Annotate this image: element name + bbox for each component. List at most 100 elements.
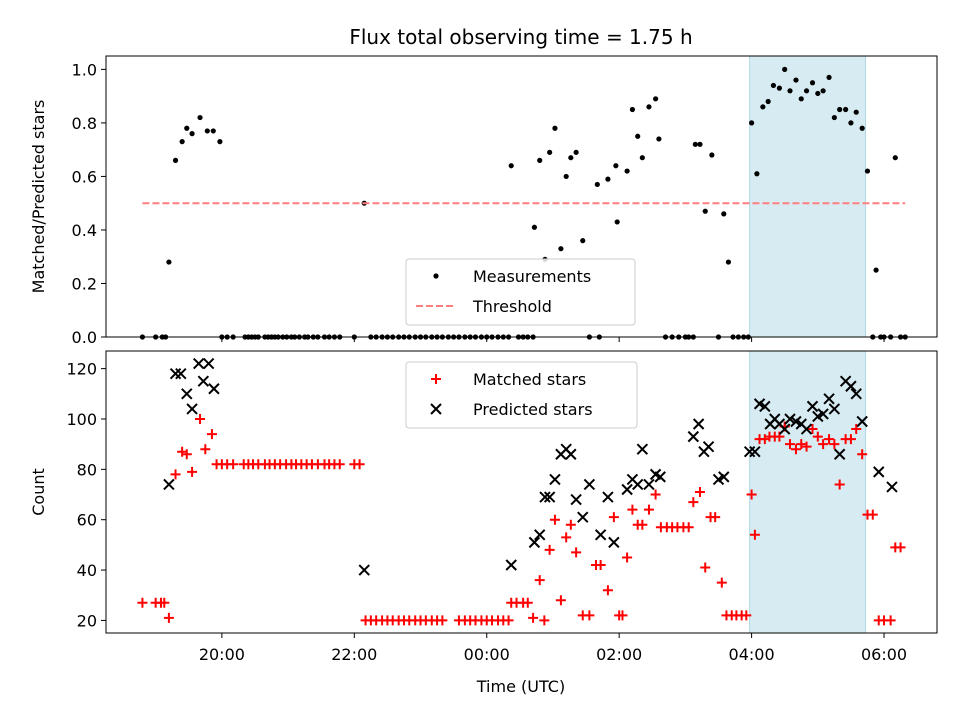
data-point xyxy=(621,483,633,496)
data-point xyxy=(857,449,868,460)
y-tick-label: 0.4 xyxy=(72,221,97,240)
data-point xyxy=(549,514,560,525)
data-point xyxy=(823,393,835,405)
data-point xyxy=(528,536,541,549)
x-tick-label: 20:00 xyxy=(199,645,245,664)
series-matched-stars xyxy=(137,413,906,626)
data-point xyxy=(820,88,826,94)
x-tick-label: 22:00 xyxy=(331,645,377,664)
data-point xyxy=(354,459,365,470)
data-point xyxy=(608,536,620,549)
data-point xyxy=(859,125,865,131)
legend-box xyxy=(405,361,638,429)
data-point xyxy=(818,439,829,450)
data-point xyxy=(528,612,539,623)
data-point xyxy=(793,77,799,83)
data-point xyxy=(687,430,700,443)
data-point xyxy=(782,66,788,72)
data-point xyxy=(833,448,846,460)
data-point xyxy=(853,109,859,115)
y-tick-label: 100 xyxy=(66,410,97,429)
data-point xyxy=(534,575,545,586)
data-point xyxy=(683,522,694,533)
data-point xyxy=(584,610,595,621)
data-point xyxy=(543,491,556,503)
data-point xyxy=(692,418,705,430)
data-point xyxy=(563,173,569,180)
data-point xyxy=(594,181,600,188)
data-point xyxy=(602,491,614,503)
data-point xyxy=(784,413,796,425)
chart-title: Flux total observing time = 1.75 h xyxy=(349,25,692,49)
data-point xyxy=(570,493,582,506)
data-point xyxy=(580,238,586,244)
data-point xyxy=(622,552,633,563)
data-point xyxy=(617,610,628,621)
x-tick-label: 06:00 xyxy=(861,645,907,664)
data-point xyxy=(573,149,579,155)
data-point xyxy=(807,424,818,435)
data-point xyxy=(806,400,819,413)
data-point xyxy=(565,448,577,460)
data-point xyxy=(175,367,187,380)
data-point xyxy=(358,564,370,576)
data-point xyxy=(815,90,821,97)
data-point xyxy=(179,139,185,145)
data-point xyxy=(195,413,206,424)
data-point xyxy=(652,96,659,102)
data-point xyxy=(627,504,638,515)
data-point xyxy=(886,481,898,493)
data-point xyxy=(716,577,727,588)
y-tick-label: 0.2 xyxy=(72,274,97,293)
data-point xyxy=(531,224,538,230)
data-point xyxy=(754,171,760,177)
data-point xyxy=(785,439,796,450)
data-point xyxy=(828,403,841,415)
y-tick-label: 0.8 xyxy=(72,114,97,133)
data-point xyxy=(748,120,755,126)
data-point xyxy=(210,128,216,134)
data-point xyxy=(845,434,856,445)
data-point xyxy=(654,471,666,483)
y-axis-label: Matched/Predicted stars xyxy=(29,100,48,294)
legend-label: Measurements xyxy=(473,267,591,286)
data-point xyxy=(624,168,630,174)
data-point xyxy=(206,429,217,440)
data-point xyxy=(850,388,862,400)
y-tick-label: 0.6 xyxy=(72,167,97,186)
data-point xyxy=(646,104,652,110)
data-point xyxy=(558,246,564,252)
data-point xyxy=(594,529,607,541)
data-point xyxy=(873,466,885,478)
data-point xyxy=(186,403,198,415)
data-point xyxy=(749,446,761,458)
data-point xyxy=(595,560,606,571)
data-point xyxy=(549,473,561,486)
data-point xyxy=(851,424,862,435)
data-point xyxy=(702,440,715,453)
data-point xyxy=(759,400,771,413)
data-point xyxy=(159,597,170,608)
data-point xyxy=(565,519,576,530)
data-point xyxy=(765,98,771,105)
data-point xyxy=(534,529,546,541)
bottom-panel: 20 40 60 80 100 120 20:00 22:00 00:00 02:00 04:00 0… xyxy=(29,350,938,664)
data-point xyxy=(184,125,190,131)
data-point xyxy=(688,497,699,508)
data-point xyxy=(228,459,239,470)
data-point xyxy=(725,259,732,265)
series-predicted-stars xyxy=(163,357,898,576)
x-axis-label: Time (UTC) xyxy=(476,677,565,696)
x-tick-label: 00:00 xyxy=(464,645,510,664)
data-point xyxy=(605,176,611,182)
data-point xyxy=(537,157,543,163)
data-point xyxy=(873,267,879,273)
data-point xyxy=(547,149,553,155)
axes-frame xyxy=(105,350,938,634)
data-point xyxy=(181,449,192,460)
data-point xyxy=(718,471,730,483)
legend-label: Threshold xyxy=(472,297,552,316)
data-point xyxy=(656,136,662,142)
y-tick-label: 80 xyxy=(77,460,97,479)
